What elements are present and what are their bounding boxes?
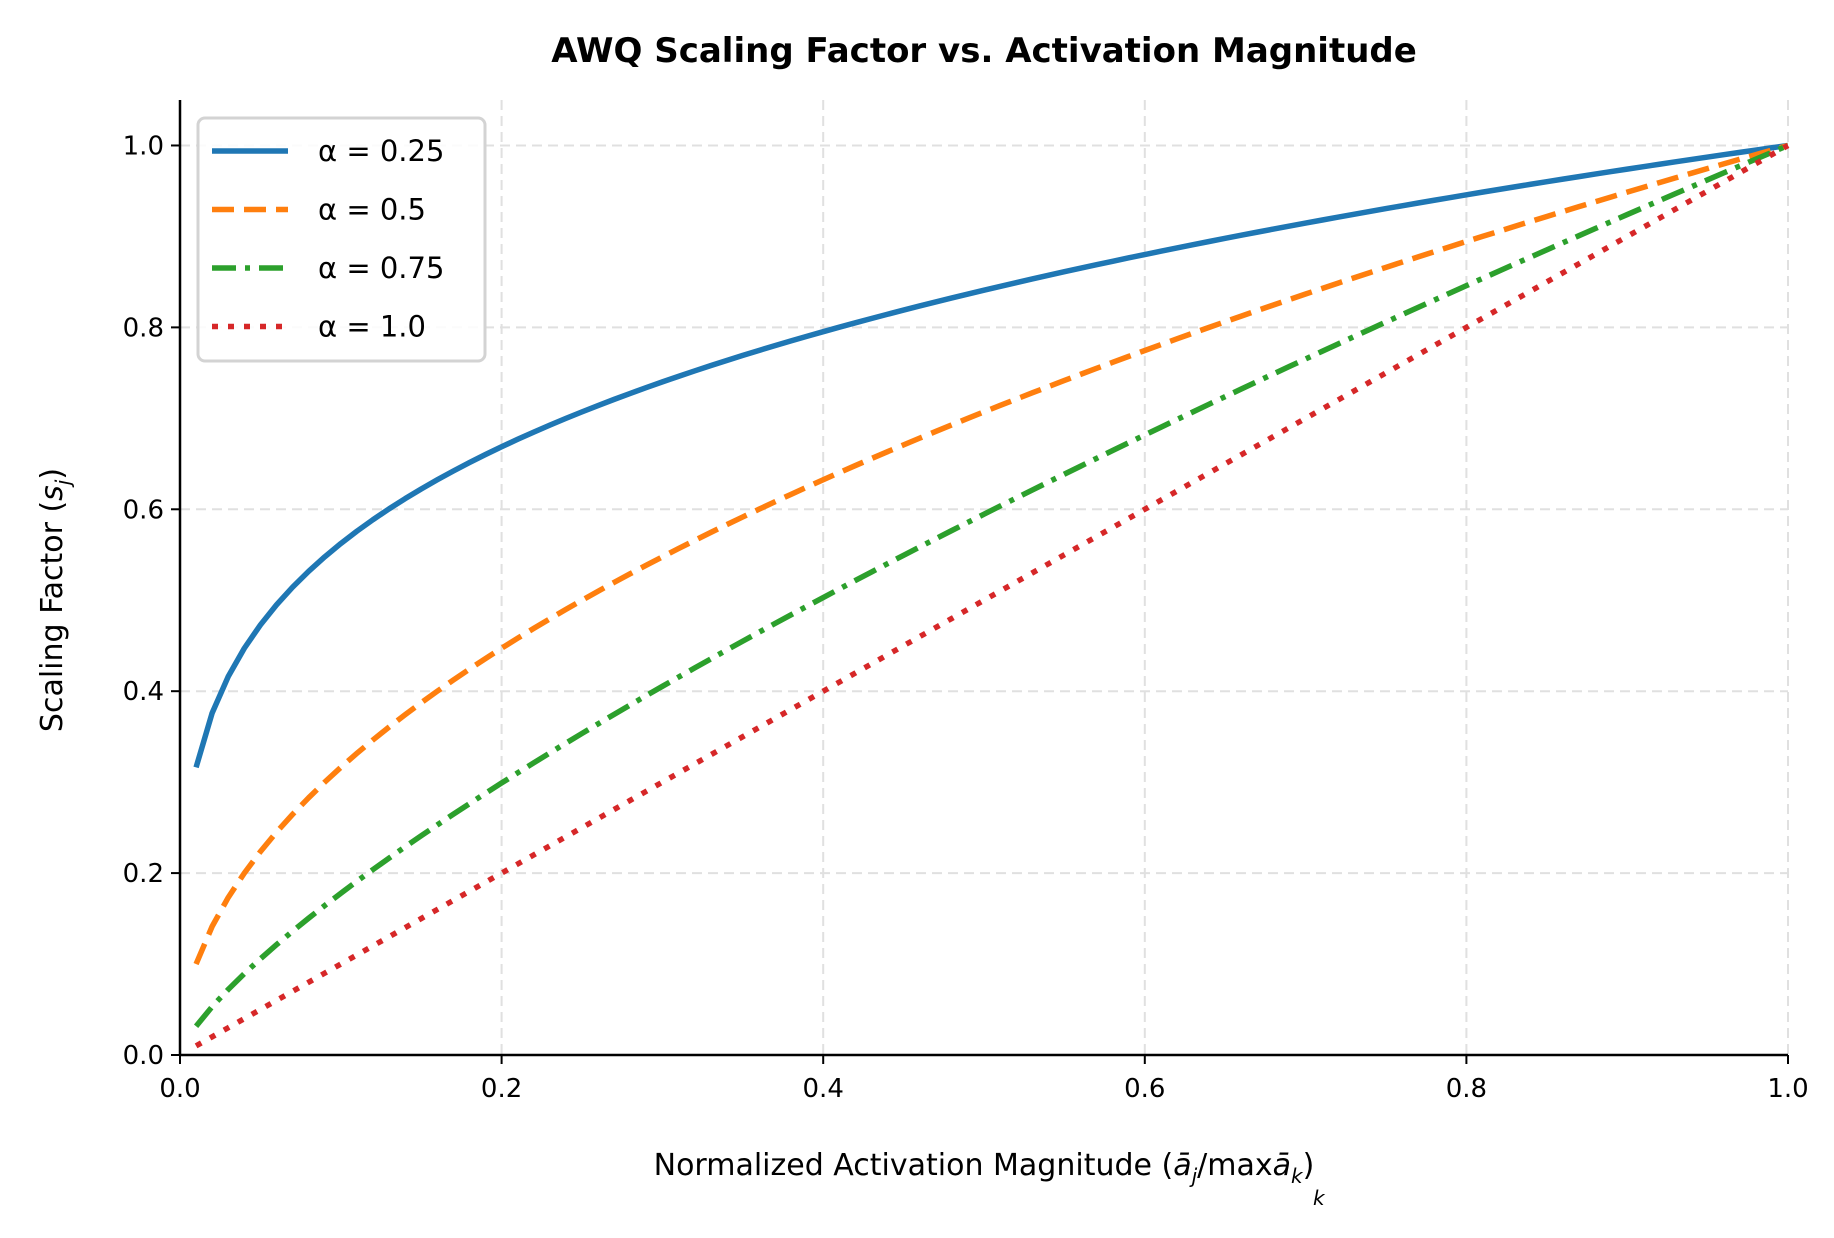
x-label-j: j: [1189, 1164, 1198, 1188]
series-line-0: [193, 142, 1789, 769]
x-axis-label-under-k: k: [1313, 1186, 1326, 1210]
legend: α = 0.25 α = 0.5 α = 0.75 α = 1.0: [196, 116, 487, 363]
y-label-main: Scaling Factor (: [35, 501, 70, 732]
series-lines: [193, 142, 1790, 1049]
x-label-k: k: [1291, 1164, 1304, 1188]
x-tick-label: 0.4: [803, 1074, 844, 1104]
series-line-3: [194, 143, 1790, 1049]
y-tick-label: 1.0: [123, 131, 164, 161]
legend-frame: [196, 116, 487, 363]
series-line-2: [193, 142, 1790, 1028]
legend-label-2: α = 0.75: [318, 251, 444, 285]
series-line-1: [193, 142, 1789, 966]
x-tick-label: 0.8: [1446, 1074, 1487, 1104]
x-axis-label: Normalized Activation Magnitude (āj/maxā…: [654, 1148, 1315, 1188]
y-tick-label: 0.0: [123, 1041, 164, 1071]
y-label-close: ): [35, 468, 70, 480]
legend-label-3: α = 1.0: [318, 310, 426, 344]
x-tick-label: 0.6: [1124, 1074, 1165, 1104]
chart-title: AWQ Scaling Factor vs. Activation Magnit…: [551, 31, 1417, 71]
x-tick-label: 0.2: [481, 1074, 522, 1104]
y-label-j: j: [51, 479, 75, 488]
x-label-a2: ā: [1273, 1148, 1291, 1183]
x-tick-label: 1.0: [1767, 1074, 1808, 1104]
x-label-main: Normalized Activation Magnitude (: [654, 1148, 1174, 1183]
y-label-s: s: [35, 485, 70, 501]
x-label-a: ā: [1173, 1148, 1191, 1183]
axes: 0.0 0.2 0.4 0.6 0.8 1.0 0.0 0.2 0.4 0.6 0.8 1.0: [123, 100, 1809, 1104]
legend-label-0: α = 0.25: [318, 134, 444, 168]
x-label-close: ): [1303, 1148, 1315, 1183]
y-tick-label: 0.2: [123, 859, 164, 889]
y-tick-label: 0.6: [123, 495, 164, 525]
y-tick-label: 0.4: [123, 677, 164, 707]
x-tick-label: 0.0: [159, 1074, 200, 1104]
y-axis-label: Scaling Factor (sj): [35, 468, 75, 732]
legend-label-1: α = 0.5: [318, 193, 426, 227]
y-tick-label: 0.8: [123, 313, 164, 343]
x-label-max: /max: [1197, 1148, 1272, 1183]
